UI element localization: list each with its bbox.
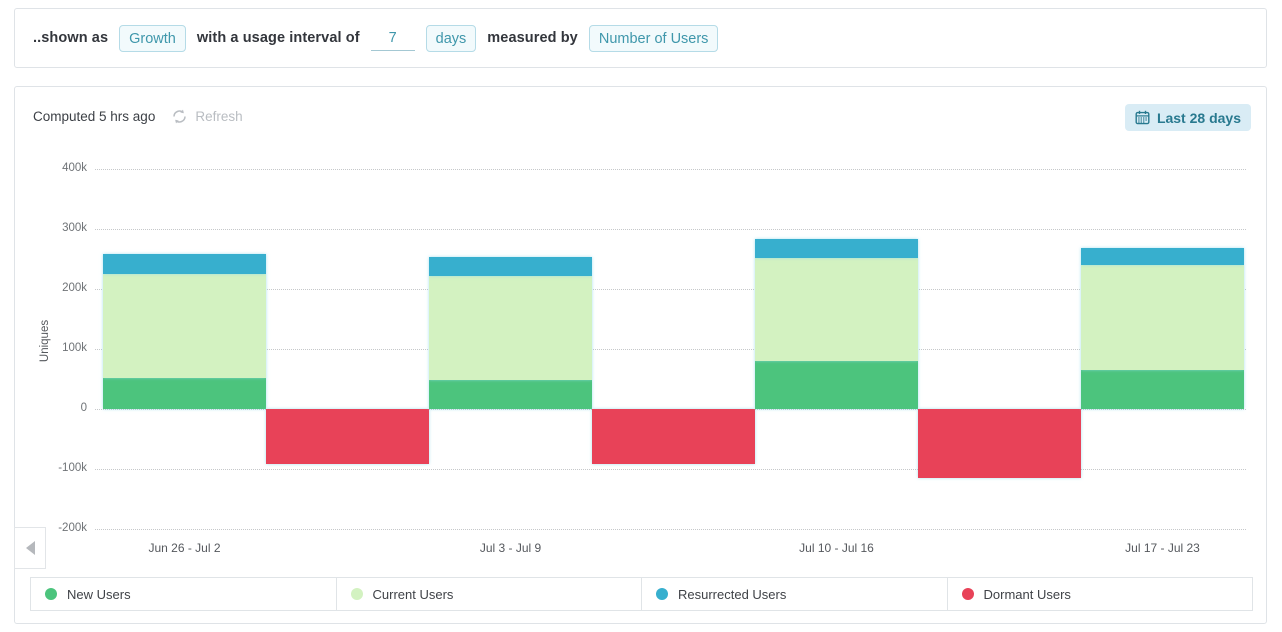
bar-segment-new-users[interactable] bbox=[103, 377, 266, 409]
legend-label: Resurrected Users bbox=[678, 586, 787, 602]
gridline bbox=[95, 289, 1246, 290]
bar-segment-dormant-users[interactable] bbox=[266, 409, 429, 465]
measured-by-label: measured by bbox=[487, 30, 578, 46]
legend-label: Current Users bbox=[372, 586, 454, 602]
gridline bbox=[95, 529, 1246, 530]
gridline bbox=[95, 229, 1246, 230]
refresh-button[interactable]: Refresh bbox=[171, 108, 243, 125]
collapse-arrow-icon bbox=[25, 541, 35, 555]
bar-segment-new-users[interactable] bbox=[755, 361, 918, 409]
legend-dot-icon bbox=[961, 588, 974, 600]
y-tick-label: 300k bbox=[62, 222, 87, 234]
y-tick-label: 400k bbox=[62, 162, 87, 174]
calendar-icon bbox=[1135, 110, 1150, 125]
computed-timestamp: Computed 5 hrs ago bbox=[33, 109, 156, 124]
gridline bbox=[95, 169, 1246, 170]
shown-as-label: ..shown as bbox=[33, 30, 109, 46]
gridline bbox=[95, 469, 1246, 470]
bar-segment-new-users[interactable] bbox=[429, 380, 592, 409]
refresh-label: Refresh bbox=[195, 109, 243, 124]
collapse-panel-button[interactable] bbox=[14, 527, 46, 569]
legend-item-current-users[interactable]: Current Users bbox=[335, 578, 642, 610]
date-range-label: Last 28 days bbox=[1156, 109, 1241, 126]
legend-item-dormant-users[interactable]: Dormant Users bbox=[946, 578, 1253, 610]
bar-segment-resurrected-users[interactable] bbox=[103, 254, 266, 274]
y-tick-label: 0 bbox=[80, 402, 87, 414]
legend-label: Dormant Users bbox=[983, 586, 1071, 602]
legend-dot-icon bbox=[45, 588, 57, 600]
bar-segment-resurrected-users[interactable] bbox=[1081, 248, 1244, 265]
bar-segment-resurrected-users[interactable] bbox=[429, 256, 592, 277]
bar-segment-current-users[interactable] bbox=[429, 276, 592, 381]
y-tick-label: 200k bbox=[62, 282, 87, 294]
computed-row: Computed 5 hrs ago Refresh bbox=[33, 108, 243, 125]
chart-panel: Computed 5 hrs ago Refresh bbox=[14, 86, 1267, 624]
interval-unit-button[interactable]: days bbox=[425, 24, 477, 52]
bar-segment-current-users[interactable] bbox=[755, 257, 918, 361]
legend-item-new-users[interactable]: New Users bbox=[31, 578, 336, 610]
metric-button[interactable]: Number of Users bbox=[588, 24, 719, 52]
legend-dot-icon bbox=[656, 588, 668, 600]
interval-input[interactable] bbox=[370, 25, 415, 51]
bar-segment-resurrected-users[interactable] bbox=[755, 238, 918, 258]
refresh-icon bbox=[171, 108, 188, 125]
y-tick-label: -100k bbox=[58, 462, 87, 474]
date-range-button[interactable]: Last 28 days bbox=[1124, 104, 1251, 131]
legend-label: New Users bbox=[67, 586, 131, 602]
shown-as-button[interactable]: Growth bbox=[119, 24, 186, 52]
bar-segment-dormant-users[interactable] bbox=[592, 409, 755, 465]
bar-segment-current-users[interactable] bbox=[103, 274, 266, 378]
filter-bar: ..shown as Growth with a usage interval … bbox=[14, 8, 1267, 68]
y-axis-title: Uniques bbox=[39, 319, 51, 363]
bar-segment-current-users[interactable] bbox=[1081, 265, 1244, 370]
bar-segment-dormant-users[interactable] bbox=[918, 409, 1081, 478]
chart-area: Uniques 400k 300k 200k 100k 0 -100k -200k Jun 2… bbox=[15, 87, 1266, 623]
legend-item-resurrected-users[interactable]: Resurrected Users bbox=[641, 578, 947, 610]
y-tick-label: -200k bbox=[58, 522, 87, 534]
bar-segment-new-users[interactable] bbox=[1081, 370, 1244, 409]
legend-dot-icon bbox=[350, 588, 363, 600]
x-axis-label: Jun 26 - Jul 2 bbox=[148, 541, 221, 555]
gridline bbox=[95, 349, 1246, 350]
y-tick-label: 100k bbox=[62, 342, 87, 354]
usage-interval-label: with a usage interval of bbox=[196, 30, 360, 46]
x-axis-label: Jul 17 - Jul 23 bbox=[1125, 541, 1200, 555]
chart-legend: New Users Current Users Resurrected Users D… bbox=[30, 577, 1253, 611]
x-axis-label: Jul 3 - Jul 9 bbox=[479, 541, 542, 555]
x-axis-label: Jul 10 - Jul 16 bbox=[799, 541, 874, 555]
